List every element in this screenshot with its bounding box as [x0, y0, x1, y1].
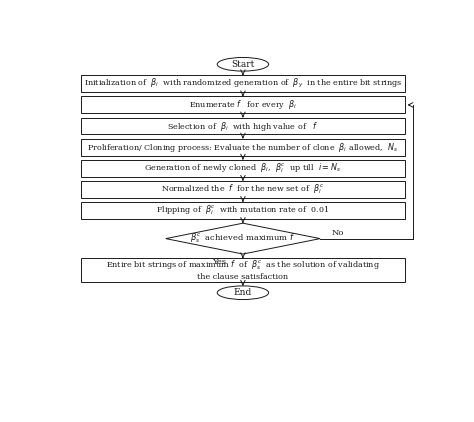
FancyBboxPatch shape — [82, 76, 405, 92]
FancyBboxPatch shape — [82, 118, 405, 135]
Text: $\beta_s^c$  achieved maximum $f$: $\beta_s^c$ achieved maximum $f$ — [190, 232, 296, 245]
Text: End: End — [234, 288, 252, 297]
Text: Selection of  $\beta_i$  with high value of   $f$: Selection of $\beta_i$ with high value o… — [167, 119, 319, 133]
Ellipse shape — [217, 57, 269, 71]
FancyBboxPatch shape — [82, 97, 405, 114]
Text: Initialization of  $\beta_i$  with randomized generation of  $\beta_y$  in the e: Initialization of $\beta_i$ with randomi… — [84, 77, 402, 90]
Polygon shape — [166, 223, 320, 254]
FancyBboxPatch shape — [82, 258, 405, 281]
FancyBboxPatch shape — [82, 202, 405, 219]
FancyBboxPatch shape — [82, 181, 405, 198]
FancyBboxPatch shape — [82, 160, 405, 177]
FancyBboxPatch shape — [82, 139, 405, 156]
Text: Generation of newly cloned  $\beta_i$,  $\beta_i^c$  up till  $i = N_s$: Generation of newly cloned $\beta_i$, $\… — [145, 162, 341, 175]
Text: No: No — [331, 229, 344, 237]
Text: Enumerate $f$   for every  $\beta_i$: Enumerate $f$ for every $\beta_i$ — [189, 98, 297, 111]
Text: Yes: Yes — [212, 258, 226, 266]
Text: Flipping of  $\beta_i^c$  with mutation rate of  0.01: Flipping of $\beta_i^c$ with mutation ra… — [156, 204, 329, 217]
Text: Proliferation/ Cloning process: Evaluate the number of clone  $\beta_i$ allowed,: Proliferation/ Cloning process: Evaluate… — [87, 141, 399, 154]
Text: Entire bit strings of maximum $f$  of  $\beta_s^c$  as the solution of validatin: Entire bit strings of maximum $f$ of $\b… — [106, 259, 380, 281]
Text: Start: Start — [231, 60, 255, 69]
Ellipse shape — [217, 286, 269, 300]
Text: Normalized the  $f$  for the new set of  $\beta_i^c$: Normalized the $f$ for the new set of $\… — [161, 183, 325, 196]
